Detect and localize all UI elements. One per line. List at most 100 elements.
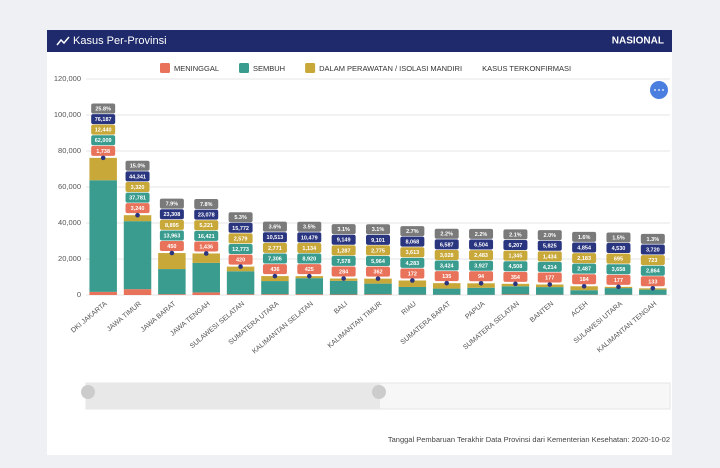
data-label: 3,613 <box>405 250 419 256</box>
data-label: 7,306 <box>268 256 282 262</box>
data-label: 3,927 <box>474 264 488 270</box>
bar-segment <box>296 294 323 295</box>
data-label: 1,436 <box>199 244 213 250</box>
data-label: 3.6% <box>269 225 282 231</box>
data-label: 2,775 <box>371 248 385 254</box>
confirmed-point <box>479 281 484 286</box>
bar-segment <box>89 292 116 295</box>
menu-icon <box>654 89 664 91</box>
data-label: 62,009 <box>95 138 112 144</box>
data-label: 6,207 <box>509 243 523 249</box>
data-label: 1.5% <box>612 235 625 241</box>
data-label: 3,720 <box>646 247 660 253</box>
data-label: 2.2% <box>440 232 453 238</box>
data-label: 13,963 <box>163 233 180 239</box>
data-label: 2,579 <box>234 236 248 242</box>
data-label: 5,825 <box>543 244 557 250</box>
data-label: 8,068 <box>405 240 419 246</box>
data-label: 7.8% <box>200 202 213 208</box>
region-label[interactable]: NASIONAL <box>612 36 664 47</box>
bar-segment <box>124 221 151 289</box>
data-label: 2,483 <box>474 253 488 259</box>
confirmed-point <box>410 278 415 283</box>
bar-segment <box>536 287 563 295</box>
data-label: 76,187 <box>95 117 112 123</box>
bar-segment <box>502 294 529 295</box>
confirmed-point <box>135 213 140 218</box>
data-label: 135 <box>442 274 451 280</box>
data-label: 1.6% <box>578 235 591 241</box>
confirmed-point <box>307 274 312 279</box>
confirmed-point <box>444 281 449 286</box>
data-label: 3,028 <box>440 253 454 259</box>
confirmed-point <box>101 156 106 161</box>
data-label: 284 <box>339 269 349 275</box>
y-tick-label: 40,000 <box>58 218 81 227</box>
data-label: 1,345 <box>509 254 523 260</box>
legend-label[interactable]: KASUS TERKONFIRMASI <box>482 64 571 73</box>
confirmed-point <box>341 276 346 281</box>
data-label: 2.7% <box>406 229 419 235</box>
navigator-selection[interactable] <box>86 383 380 409</box>
bar-segment <box>227 271 254 294</box>
data-label: 2,771 <box>268 246 282 252</box>
data-label: 133 <box>648 279 657 285</box>
data-label: 2.2% <box>475 232 488 238</box>
data-label: 8,920 <box>302 256 316 262</box>
confirmed-point <box>616 285 621 290</box>
legend-label[interactable]: DALAM PERAWATAN / ISOLASI MANDIRI <box>319 64 462 73</box>
data-label: 2,487 <box>577 267 591 273</box>
data-label: 177 <box>614 278 623 284</box>
confirmed-point <box>170 251 175 256</box>
bar-segment <box>158 269 185 294</box>
data-label: 15.0% <box>130 164 146 170</box>
legend-label[interactable]: SEMBUH <box>253 64 285 73</box>
bar-segment <box>261 294 288 295</box>
bar-segment <box>330 294 357 295</box>
data-label: 450 <box>167 244 176 250</box>
data-label: 4,283 <box>405 261 419 267</box>
bar-segment <box>89 158 116 180</box>
data-label: 2,183 <box>577 256 591 262</box>
legend-swatch <box>305 63 315 73</box>
data-label: 6,504 <box>474 242 489 248</box>
navigator-handle[interactable] <box>81 385 95 399</box>
data-label: 5,221 <box>199 223 213 229</box>
confirmed-point <box>376 276 381 281</box>
bar-segment <box>467 288 494 295</box>
data-label: 7,578 <box>337 259 351 265</box>
data-label: 1,738 <box>96 149 110 155</box>
data-label: 9,149 <box>337 238 351 244</box>
legend-label[interactable]: MENINGGAL <box>174 64 219 73</box>
data-label: 23,078 <box>198 213 215 219</box>
data-label: 3,658 <box>612 267 626 273</box>
confirmed-point <box>273 274 278 279</box>
legend-swatch <box>239 63 249 73</box>
data-label: 10,513 <box>267 235 284 241</box>
data-label: 94 <box>478 274 485 280</box>
data-label: 4,854 <box>577 245 592 251</box>
confirmed-point <box>582 284 587 289</box>
data-label: 9,101 <box>371 238 385 244</box>
bar-segment <box>158 294 185 295</box>
confirmed-point <box>238 264 243 269</box>
bar-segment <box>570 290 597 294</box>
data-label: 723 <box>648 258 657 264</box>
bar-segment <box>261 281 288 294</box>
bar-segment <box>124 289 151 295</box>
y-tick-label: 0 <box>77 290 81 299</box>
data-label: 1,134 <box>302 246 317 252</box>
data-label: 420 <box>236 258 245 264</box>
bar-segment <box>433 289 460 295</box>
data-label: 7.9% <box>166 202 179 208</box>
data-label: 5,964 <box>371 259 386 265</box>
data-label: 25.8% <box>95 106 111 112</box>
data-label: 362 <box>373 270 382 276</box>
data-label: 2.0% <box>543 233 556 239</box>
data-label: 4,214 <box>543 265 558 271</box>
data-label: 172 <box>408 271 417 277</box>
data-label: 3.5% <box>303 225 316 231</box>
navigator-handle[interactable] <box>372 385 386 399</box>
